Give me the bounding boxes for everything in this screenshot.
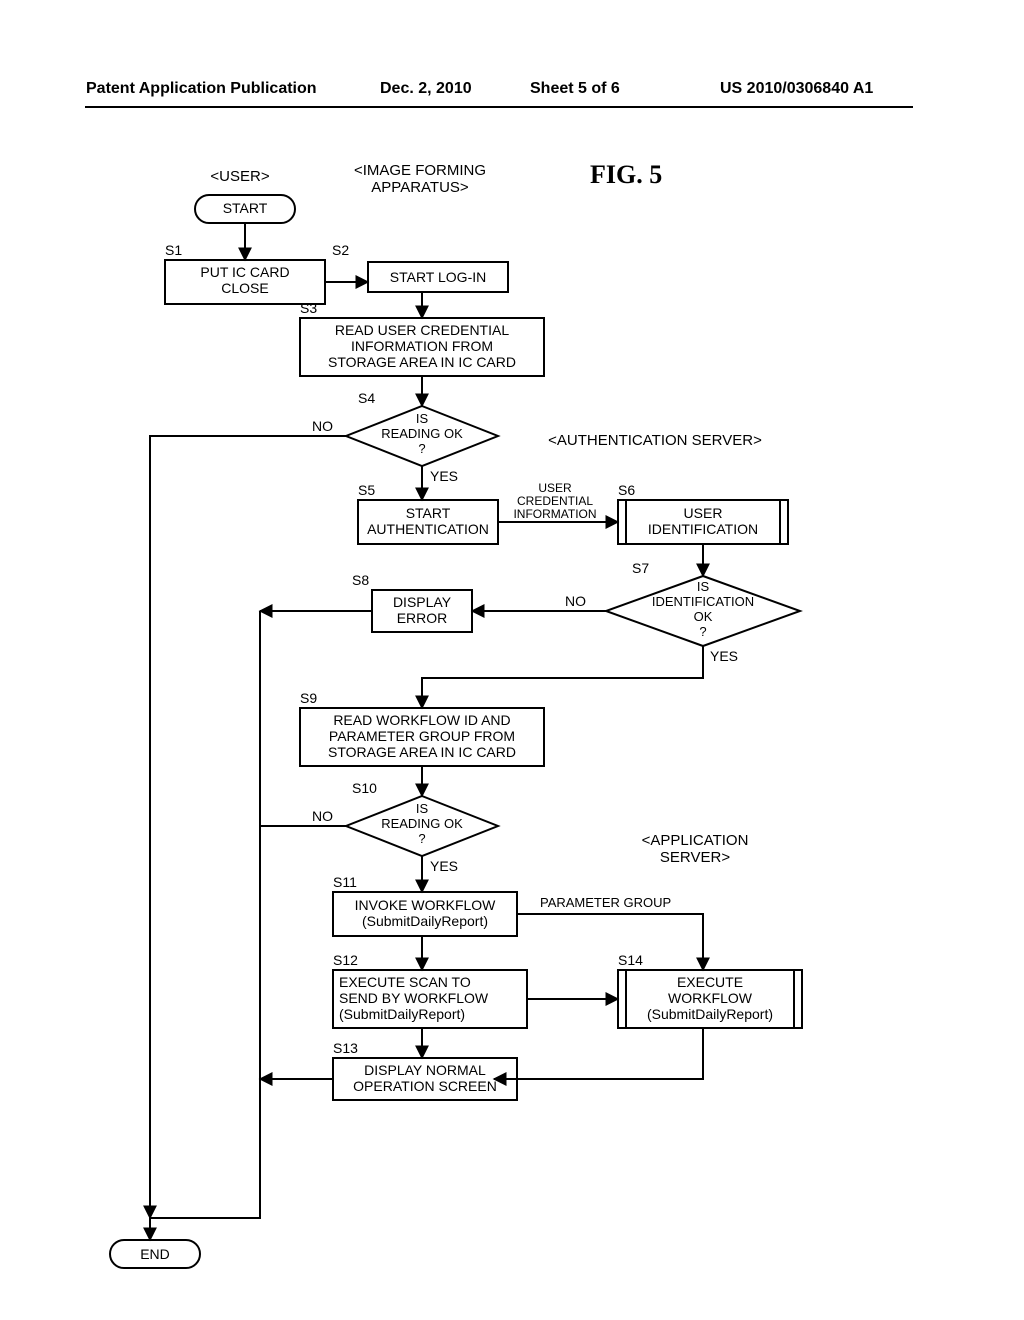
node-s3: READ USER CREDENTIAL INFORMATION FROM ST… (300, 322, 544, 370)
s10-yes: YES (430, 858, 458, 874)
s7-yes: YES (710, 648, 738, 664)
step-s2-label: S2 (332, 242, 349, 258)
terminator-end: END (110, 1246, 200, 1262)
step-s3-label: S3 (300, 300, 317, 316)
s4-yes: YES (430, 468, 458, 484)
step-s4-label: S4 (358, 390, 375, 406)
s7-no: NO (565, 593, 586, 609)
node-s9: READ WORKFLOW ID AND PARAMETER GROUP FRO… (300, 712, 544, 760)
step-s9-label: S9 (300, 690, 317, 706)
node-s10: IS READING OK ? (360, 802, 484, 847)
step-s12-label: S12 (333, 952, 358, 968)
step-s10-label: S10 (352, 780, 377, 796)
flowchart-svg (0, 0, 1024, 1320)
step-s5-label: S5 (358, 482, 375, 498)
step-s1-label: S1 (165, 242, 182, 258)
step-s13-label: S13 (333, 1040, 358, 1056)
s4-no: NO (312, 418, 333, 434)
node-s1: PUT IC CARD CLOSE (165, 264, 325, 296)
node-s13: DISPLAY NORMAL OPERATION SCREEN (333, 1062, 517, 1094)
s10-no: NO (312, 808, 333, 824)
step-s8-label: S8 (352, 572, 369, 588)
node-s2: START LOG-IN (368, 269, 508, 285)
node-s8: DISPLAY ERROR (372, 594, 472, 626)
step-s7-label: S7 (632, 560, 649, 576)
step-s6-label: S6 (618, 482, 635, 498)
step-s11-label: S11 (333, 874, 357, 890)
node-s12: EXECUTE SCAN TO SEND BY WORKFLOW (Submit… (333, 974, 533, 1022)
node-s11: INVOKE WORKFLOW (SubmitDailyReport) (333, 897, 517, 929)
edge-uci: USER CREDENTIAL INFORMATION (500, 482, 610, 522)
terminator-start: START (195, 200, 295, 216)
step-s14-label: S14 (618, 952, 643, 968)
node-s14: EXECUTE WORKFLOW (SubmitDailyReport) (626, 974, 794, 1022)
node-s7: IS IDENTIFICATION OK ? (636, 580, 770, 640)
edge-parameter-group: PARAMETER GROUP (540, 895, 671, 910)
node-s5: START AUTHENTICATION (358, 505, 498, 537)
node-s6: USER IDENTIFICATION (626, 505, 780, 537)
page: Patent Application Publication Dec. 2, 2… (0, 0, 1024, 1320)
node-s4: IS READING OK ? (360, 412, 484, 457)
